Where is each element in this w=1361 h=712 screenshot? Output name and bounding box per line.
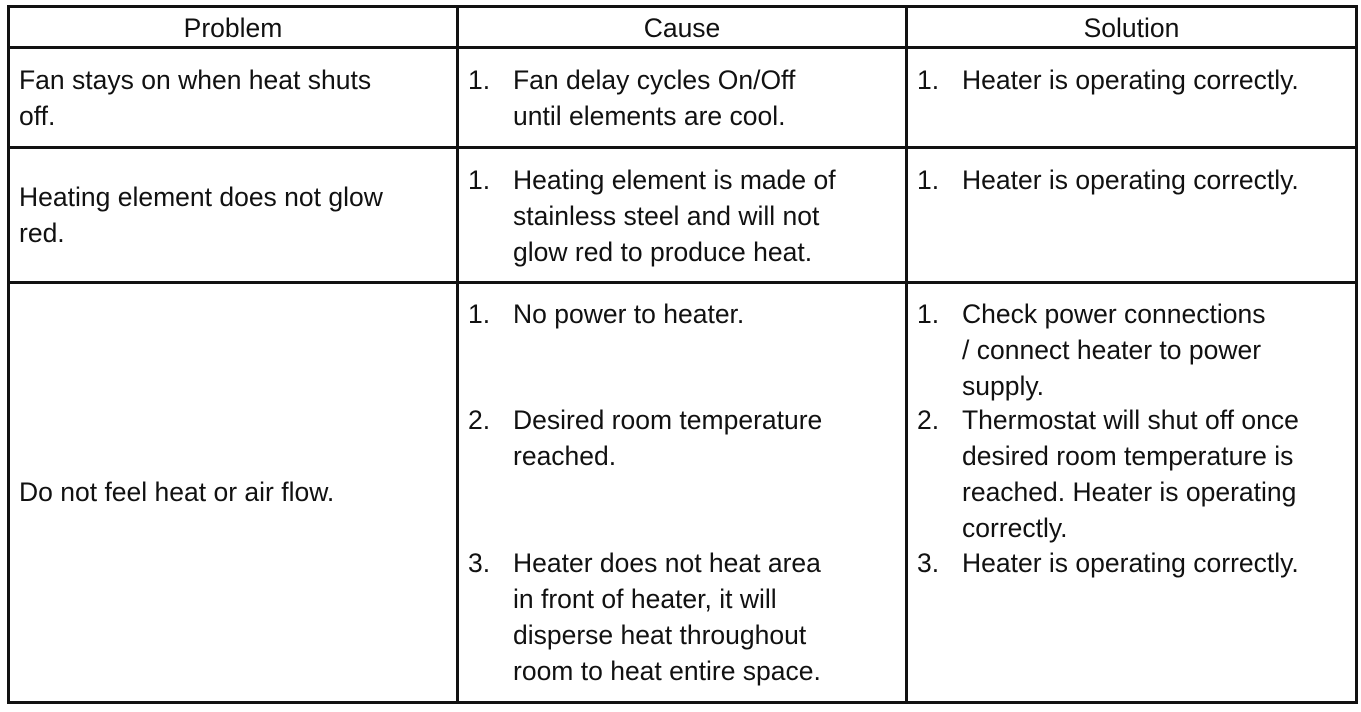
problem-text: Do not feel heat or air flow.	[19, 477, 335, 507]
header-problem: Problem	[183, 13, 283, 43]
cause-text: in front of heater, it will	[513, 584, 777, 614]
table-border	[7, 5, 10, 704]
cause-text: Heating element is made of	[513, 165, 836, 195]
cause-text: stainless steel and will not	[513, 201, 820, 231]
solution-text: Thermostat will shut off once	[962, 405, 1299, 435]
header-cause: Cause	[643, 13, 721, 43]
solution-number: 1.	[917, 65, 940, 95]
problem-text: Fan stays on when heat shuts	[19, 65, 372, 95]
column-divider	[905, 5, 908, 704]
cause-text: Desired room temperature	[513, 405, 823, 435]
cause-text: reached.	[513, 441, 617, 471]
problem-text: Heating element does not glow	[19, 182, 383, 212]
column-divider	[456, 5, 459, 704]
cause-text: room to heat entire space.	[513, 656, 821, 686]
cause-text: glow red to produce heat.	[513, 237, 813, 267]
solution-number: 1.	[917, 299, 940, 329]
table-border	[7, 5, 1358, 8]
cause-number: 3.	[468, 548, 491, 578]
solution-text: desired room temperature is	[962, 441, 1294, 471]
cause-text: Fan delay cycles On/Off	[513, 65, 796, 95]
cause-number: 1.	[468, 65, 491, 95]
row-divider	[7, 281, 1358, 284]
cause-text: Heater does not heat area	[513, 548, 821, 578]
cause-number: 1.	[468, 165, 491, 195]
solution-text: correctly.	[962, 513, 1068, 543]
header-solution: Solution	[1083, 13, 1180, 43]
cause-text: No power to heater.	[513, 299, 745, 329]
cause-number: 2.	[468, 405, 491, 435]
problem-text: off.	[19, 101, 56, 131]
solution-text: Heater is operating correctly.	[962, 548, 1299, 578]
solution-text: / connect heater to power	[962, 335, 1262, 365]
solution-text: Heater is operating correctly.	[962, 165, 1299, 195]
solution-text: Check power connections	[962, 299, 1266, 329]
solution-text: Heater is operating correctly.	[962, 65, 1299, 95]
problem-text: red.	[19, 218, 65, 248]
cause-number: 1.	[468, 299, 491, 329]
table-border	[7, 701, 1358, 704]
solution-number: 1.	[917, 165, 940, 195]
row-divider	[7, 46, 1358, 49]
solution-text: reached. Heater is operating	[962, 477, 1297, 507]
solution-text: supply.	[962, 371, 1044, 401]
cause-text: until elements are cool.	[513, 101, 786, 131]
solution-number: 3.	[917, 548, 940, 578]
table-border	[1355, 5, 1358, 704]
row-divider	[7, 146, 1358, 149]
cause-text: disperse heat throughout	[513, 620, 807, 650]
solution-number: 2.	[917, 405, 940, 435]
